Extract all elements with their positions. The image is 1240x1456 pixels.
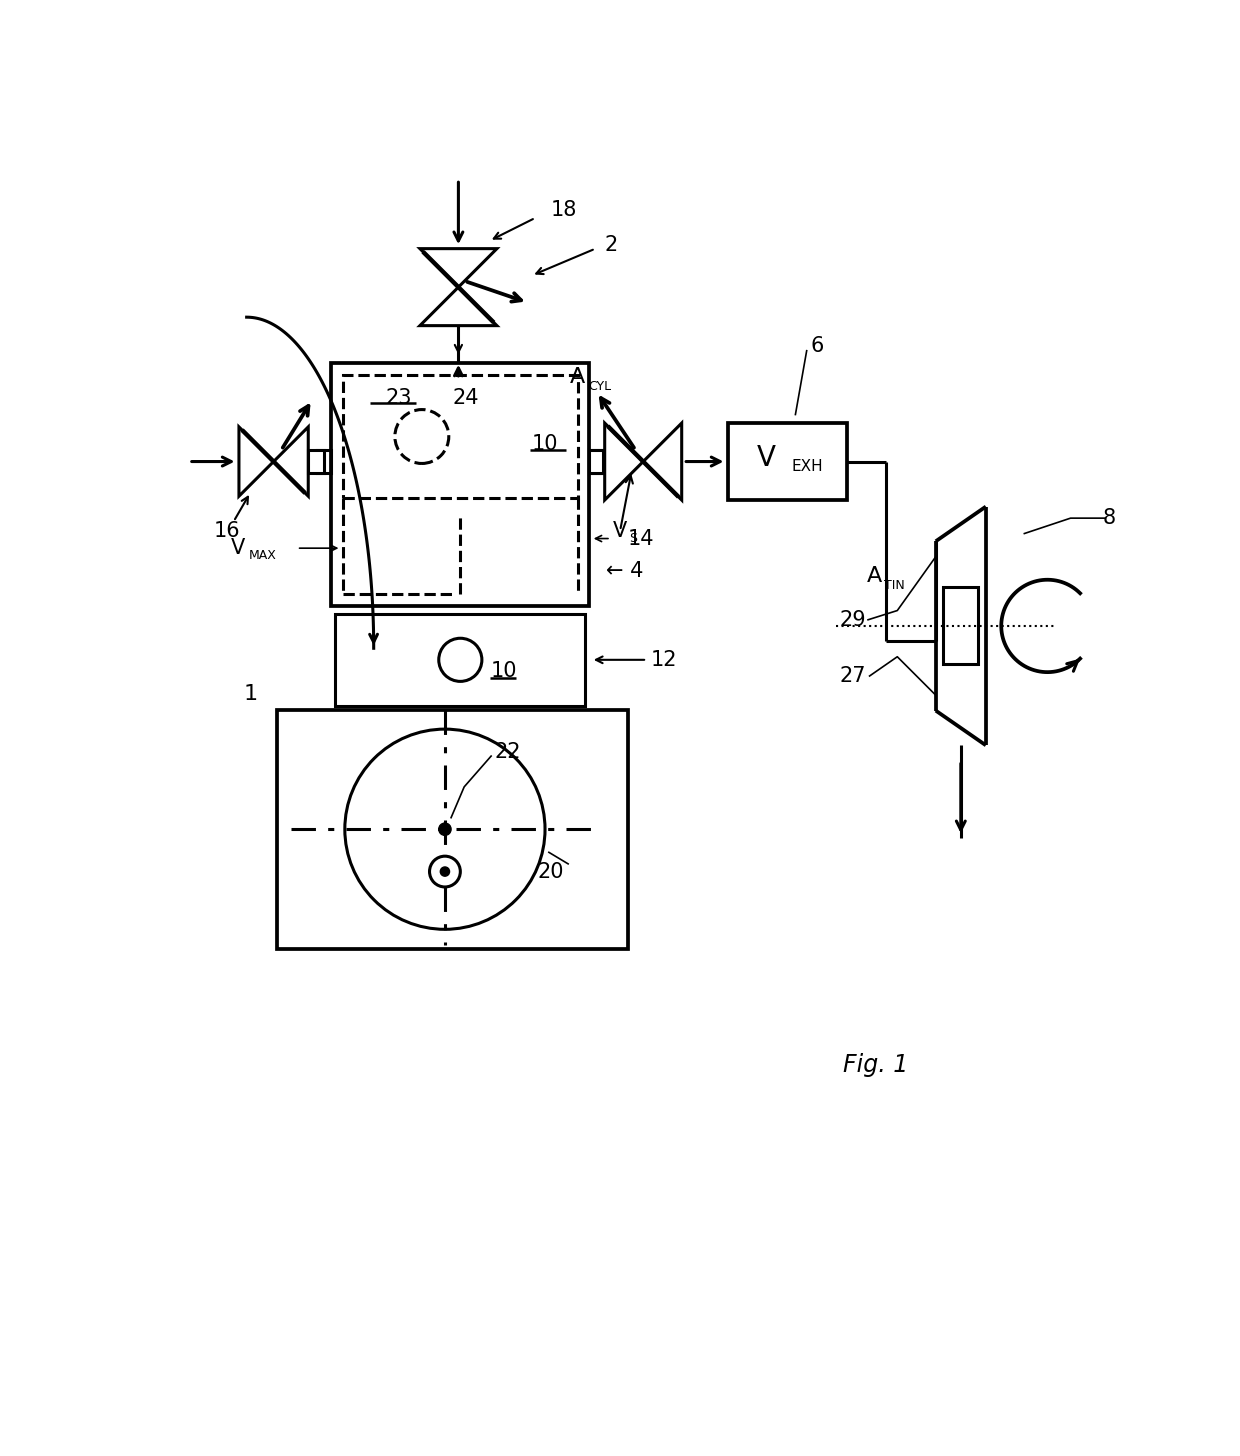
- Text: 12: 12: [651, 649, 677, 670]
- Bar: [343, 374, 578, 498]
- Bar: [331, 364, 589, 606]
- Bar: [944, 587, 978, 664]
- Text: TIN: TIN: [884, 579, 905, 593]
- Text: 20: 20: [537, 862, 564, 881]
- Text: 23: 23: [386, 387, 412, 408]
- Bar: [589, 450, 603, 473]
- Text: 29: 29: [839, 610, 867, 630]
- Text: 8: 8: [1102, 508, 1116, 529]
- Text: V: V: [231, 539, 246, 558]
- Polygon shape: [420, 249, 497, 287]
- Text: 16: 16: [215, 521, 241, 540]
- Text: 10: 10: [491, 661, 517, 681]
- Text: A: A: [570, 367, 585, 387]
- Text: CYL: CYL: [588, 380, 611, 393]
- Text: EXH: EXH: [791, 459, 823, 473]
- Text: 6: 6: [811, 336, 825, 357]
- Text: 22: 22: [495, 743, 522, 763]
- Bar: [728, 424, 847, 499]
- Text: S: S: [630, 531, 637, 545]
- Text: 10: 10: [532, 434, 558, 454]
- Text: V: V: [613, 521, 626, 540]
- Circle shape: [440, 866, 450, 877]
- Text: A: A: [867, 566, 882, 585]
- Text: 14: 14: [627, 529, 655, 549]
- Text: 27: 27: [839, 665, 867, 686]
- Text: 18: 18: [551, 199, 577, 220]
- Bar: [309, 450, 324, 473]
- Polygon shape: [420, 287, 497, 326]
- Bar: [278, 711, 627, 948]
- Polygon shape: [239, 427, 274, 496]
- Text: 2: 2: [605, 234, 618, 255]
- Text: V: V: [758, 444, 776, 472]
- Polygon shape: [274, 427, 309, 496]
- Text: 24: 24: [453, 387, 480, 408]
- Text: Fig. 1: Fig. 1: [843, 1053, 909, 1077]
- Polygon shape: [605, 424, 644, 499]
- Text: ← 4: ← 4: [606, 561, 644, 581]
- Circle shape: [439, 823, 451, 836]
- Text: 1: 1: [243, 684, 258, 705]
- Bar: [589, 450, 603, 473]
- Polygon shape: [644, 424, 682, 499]
- Bar: [335, 613, 585, 706]
- Text: MAX: MAX: [249, 549, 277, 562]
- Bar: [317, 450, 331, 473]
